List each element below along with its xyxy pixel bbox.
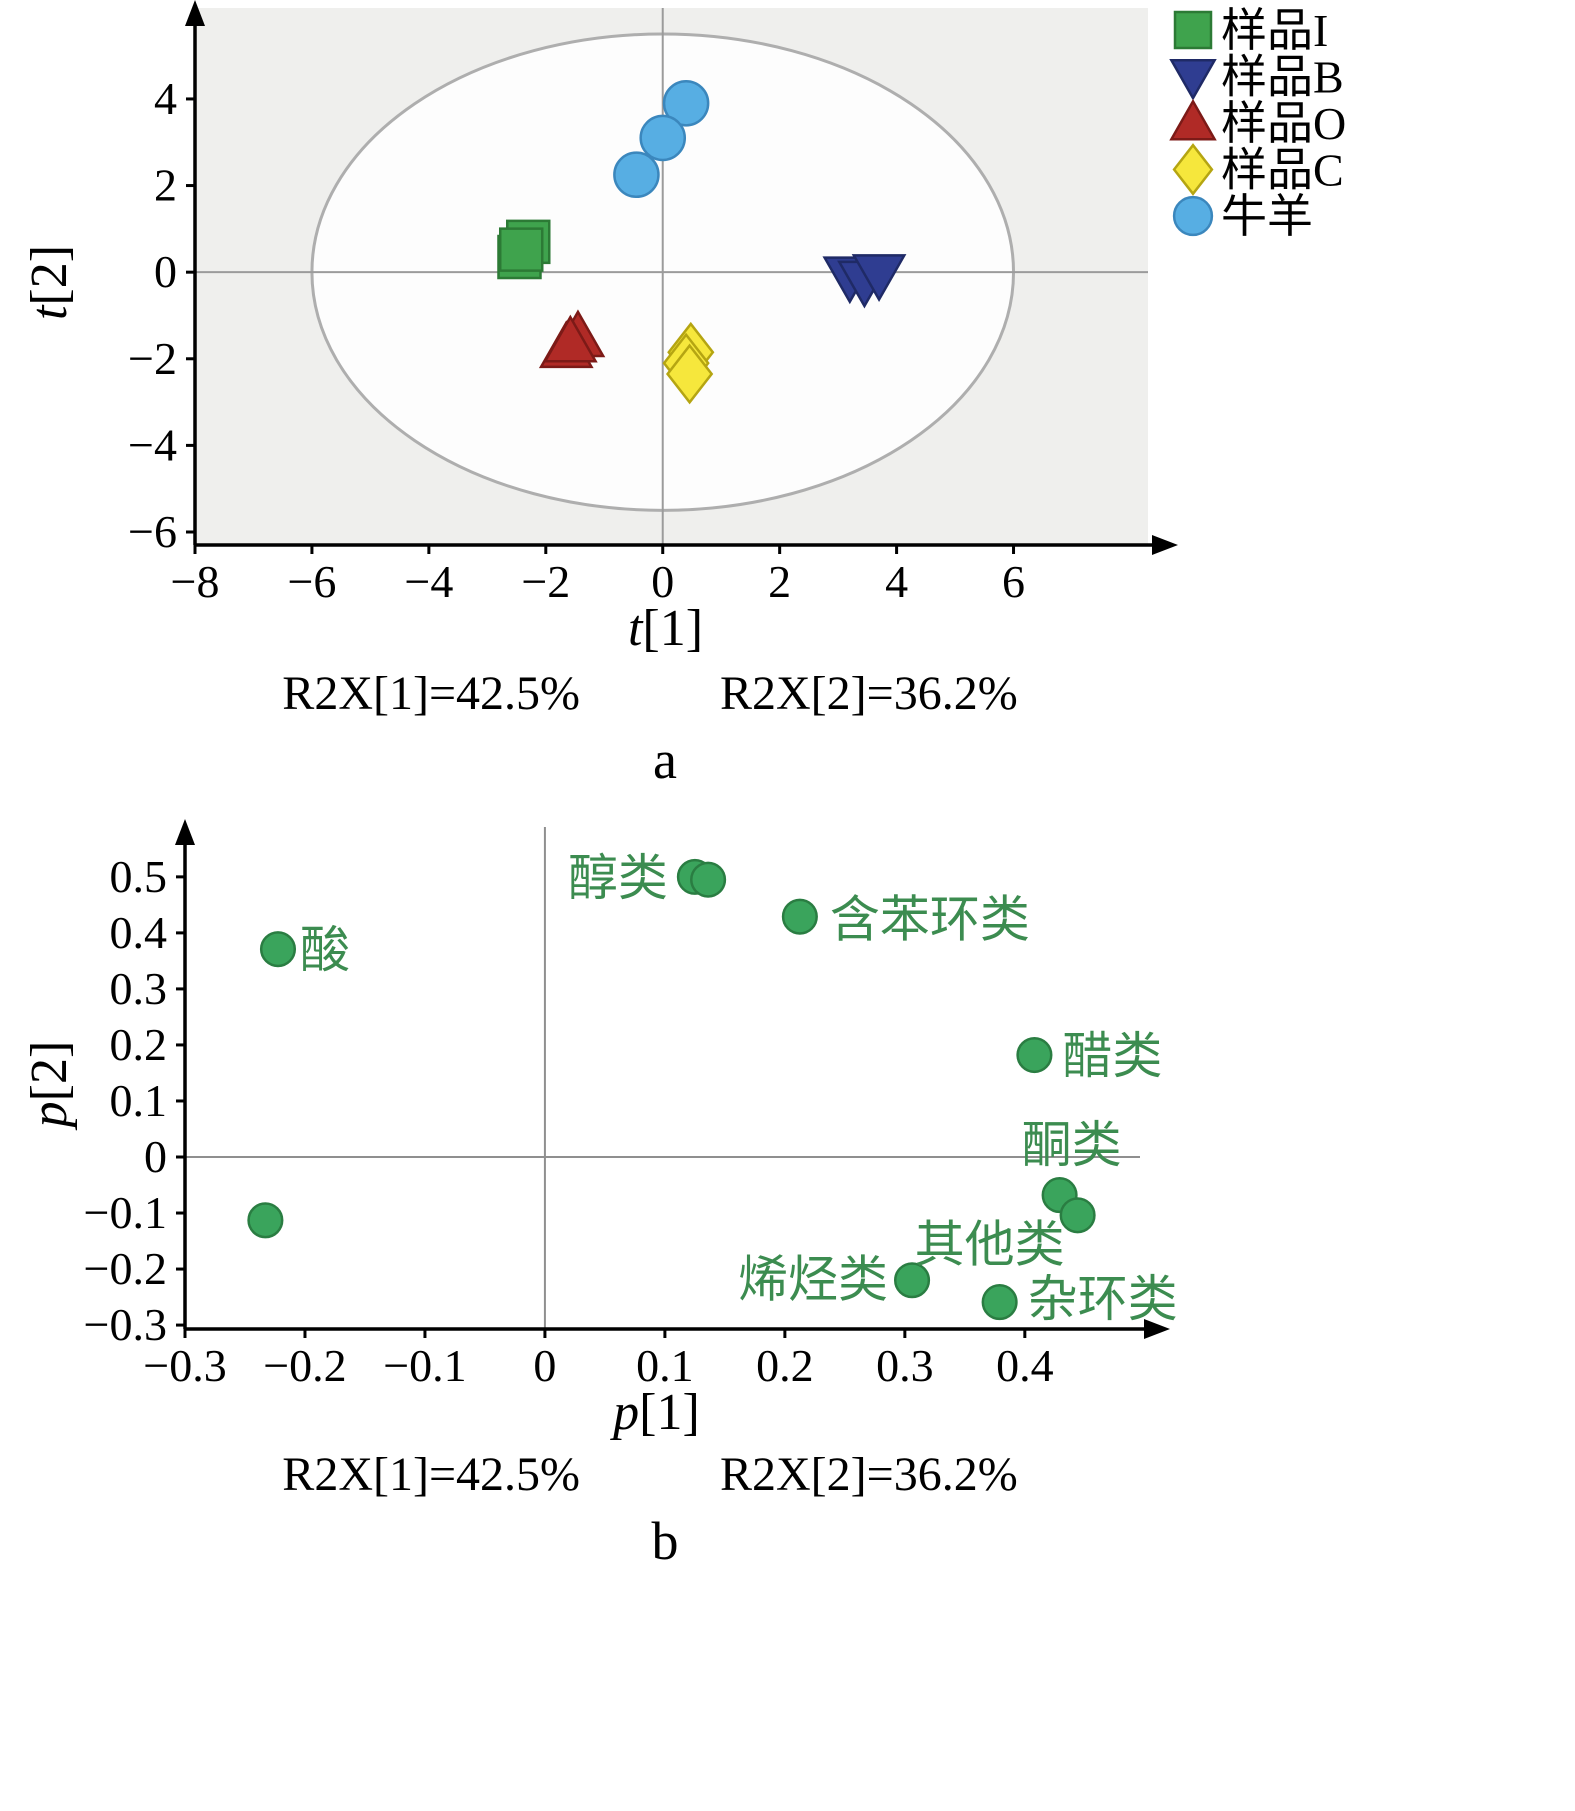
triangle-up-marker <box>542 314 598 363</box>
legend-label: 样品O <box>1221 98 1346 149</box>
x-tick-label: −8 <box>171 556 220 607</box>
x-tick-label: −4 <box>404 556 453 607</box>
y-axis-title: p[2] <box>21 1041 78 1132</box>
panel-a: −8 −6 −4 −2 0 2 4 6 −6 −4 −2 0 2 4 t[1] t[2] 样品I 样品B 样品O 样品… <box>0 0 1575 791</box>
circle-marker <box>247 1202 284 1239</box>
circle-marker <box>690 861 727 898</box>
score-plot-chart: −8 −6 −4 −2 0 2 4 6−6−4−2024t[1]t[2]样品I样品B样品O样品… <box>21 0 1346 657</box>
circle-marker <box>1172 195 1214 237</box>
x-tick-label: −0.3 <box>143 1340 226 1391</box>
y-tick-label: 0.2 <box>110 1019 168 1070</box>
r2x1-footnote-a: R2X[1]=42.5% <box>282 667 580 720</box>
triangle-down-marker <box>851 254 907 303</box>
x-tick-label: 6 <box>1002 556 1025 607</box>
r2x2-footnote-a: R2X[2]=36.2% <box>720 667 1018 720</box>
diamond-marker <box>1172 143 1214 196</box>
y-tick-label: −0.2 <box>84 1243 167 1294</box>
circle-marker <box>781 898 818 935</box>
axes <box>183 839 1148 1331</box>
y-tick-label: 2 <box>154 160 177 211</box>
triangle-up-marker <box>1169 98 1217 141</box>
circle-marker <box>662 79 710 127</box>
x-tick-label: 2 <box>768 556 791 607</box>
y-tick-label: −4 <box>128 419 177 470</box>
x-tick-label: −0.1 <box>383 1340 466 1391</box>
legend-label: 样品B <box>1221 52 1344 103</box>
y-tick-label: 0.5 <box>110 851 168 902</box>
x-tick-label: −6 <box>287 556 336 607</box>
x-tick-label: 0.4 <box>996 1340 1054 1391</box>
y-tick-label: 0.3 <box>110 963 168 1014</box>
triangle-down-marker <box>1169 59 1217 101</box>
series-样品B <box>822 254 907 309</box>
r2x1-footnote-b: R2X[1]=42.5% <box>282 1448 580 1501</box>
point-label: 含苯环类 <box>830 892 1030 948</box>
x-tick-label: 0.3 <box>876 1340 934 1391</box>
pls-score-loading-figure: −8 −6 −4 −2 0 2 4 6 −6 −4 −2 0 2 4 t[1] t[2] 样品I 样品B 样品O 样品… <box>0 0 1575 1572</box>
point-label: 酸 <box>300 922 350 978</box>
circle-marker <box>259 931 297 968</box>
circle-marker <box>981 1284 1018 1321</box>
y-tick-label: −0.1 <box>84 1187 167 1238</box>
y-tick-label: 0.1 <box>110 1075 168 1126</box>
point-label: 酮类 <box>1022 1117 1122 1173</box>
y-tick-label: 0 <box>144 1131 167 1182</box>
panel-a-label: a <box>653 730 677 790</box>
y-tick-label: 4 <box>154 73 177 124</box>
point-label: 醇类 <box>568 850 668 906</box>
circle-marker <box>639 114 687 162</box>
panel-a-footnotes: R2X[1]=42.5% R2X[2]=36.2% <box>0 666 1300 721</box>
series-牛羊 <box>613 79 710 199</box>
x-tick-label: 0.1 <box>636 1340 694 1391</box>
y-axis-title: t[2] <box>21 245 78 320</box>
panel-b-label: b <box>651 1511 679 1571</box>
point-label: 杂环类 <box>1028 1271 1178 1327</box>
loading-plot-chart: −0.3 −0.2 −0.1 0 0.1 0.2 0.3 0.40.50.40.30.20.1… <box>21 819 1178 1441</box>
circle-marker <box>1016 1036 1053 1074</box>
x-tick-label: −0.2 <box>263 1340 346 1391</box>
y-tick-label: 0.4 <box>110 907 168 958</box>
legend-label: 牛羊 <box>1221 191 1313 242</box>
x-axis-title: p[1] <box>609 1384 700 1441</box>
point-label: 其他类 <box>915 1216 1065 1272</box>
legend-label: 样品I <box>1221 5 1328 56</box>
circle-marker <box>1059 1197 1096 1234</box>
x-tick-label: 0 <box>651 556 674 607</box>
y-tick-label: 0 <box>154 246 177 297</box>
y-tick-label: −0.3 <box>84 1299 167 1350</box>
square-marker <box>498 227 544 272</box>
x-tick-label: 0.2 <box>756 1340 814 1391</box>
series-样品I <box>497 219 551 280</box>
x-axis-arrow-icon <box>1152 535 1178 555</box>
circle-marker <box>613 151 660 199</box>
x-axis-arrow-icon <box>1144 1319 1170 1339</box>
y-tick-label: −2 <box>128 333 177 384</box>
point-label: 烯烃类 <box>738 1251 888 1307</box>
y-axis-arrow-icon <box>175 819 195 845</box>
circle-marker <box>893 1262 931 1299</box>
x-tick-label: 4 <box>885 556 908 607</box>
x-axis-title: t[1] <box>628 600 703 657</box>
loading-points <box>247 858 1096 1321</box>
panel-b-footnotes: R2X[1]=42.5% R2X[2]=36.2% <box>0 1447 1300 1502</box>
axes <box>193 20 1156 547</box>
x-tick-label: −2 <box>521 556 570 607</box>
square-marker <box>1173 10 1213 50</box>
y-tick-label: −6 <box>128 506 177 557</box>
r2x2-footnote-b: R2X[2]=36.2% <box>720 1448 1018 1501</box>
y-axis-arrow-icon <box>185 0 205 26</box>
diamond-marker <box>665 343 714 405</box>
legend-label: 样品C <box>1221 145 1344 196</box>
series-样品C <box>662 321 715 405</box>
series-样品O <box>538 309 606 369</box>
point-label: 醋类 <box>1062 1028 1162 1084</box>
panel-b: −0.3 −0.2 −0.1 0 0.1 0.2 0.3 0.4 0.5 0.4 0.3 0.2 0.1… <box>0 817 1575 1572</box>
x-tick-label: 0 <box>533 1340 556 1391</box>
